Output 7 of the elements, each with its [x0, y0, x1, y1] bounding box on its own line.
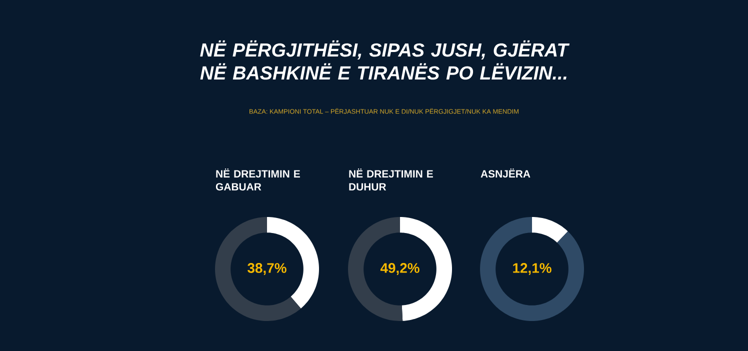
chart-title: NË DREJTIMIN E GABUAR	[216, 168, 300, 191]
text: 12,1%	[513, 263, 552, 275]
text: NË PËRGJITHËSI, SIPAS JUSH, GJËRAT NË BASHKINË E TIRANËS PO LËVIZIN...	[200, 40, 570, 80]
text: 49,2%	[380, 263, 420, 275]
text: 38,7%	[248, 263, 286, 275]
chart-title: NË DREJTIMIN E DUHUR	[349, 168, 433, 191]
chart-title: ASNJËRA	[480, 168, 530, 178]
